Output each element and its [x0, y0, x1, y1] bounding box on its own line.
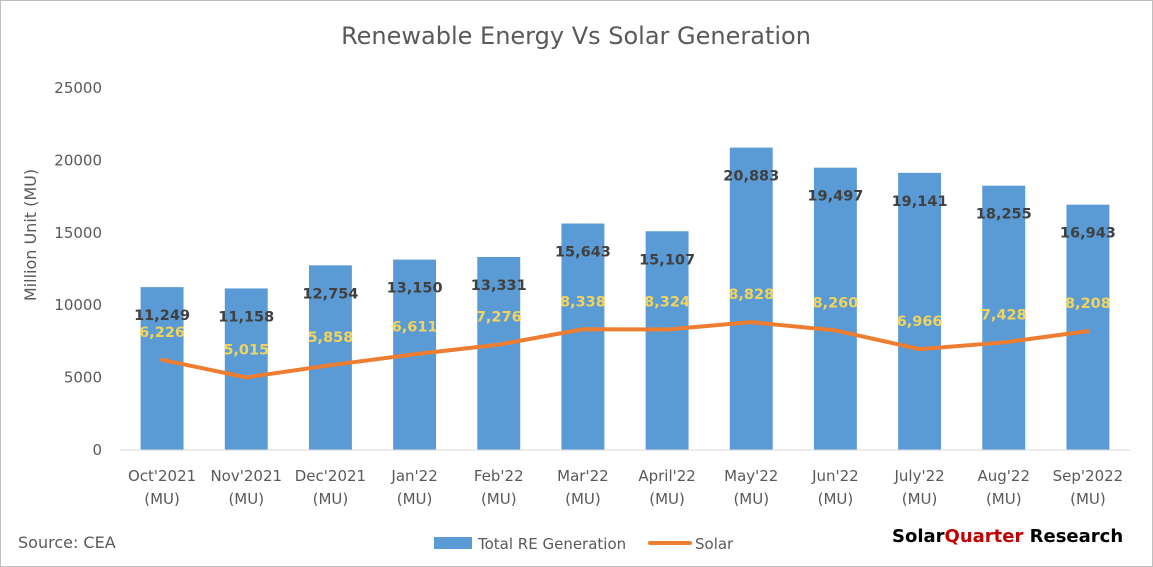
x-tick-label: Mar'22: [557, 467, 609, 485]
y-axis-label: Million Unit (MU): [21, 169, 40, 301]
solar-data-label: 7,276: [476, 310, 522, 326]
y-tick-label: 20000: [54, 151, 102, 169]
y-tick-label: 25000: [54, 79, 102, 97]
bar: [477, 256, 521, 450]
y-tick-label: 10000: [54, 296, 102, 314]
bar: [729, 147, 773, 450]
x-tick-label: Jun'22: [811, 467, 859, 485]
solar-data-label: 7,428: [981, 307, 1027, 323]
chart-title: Renewable Energy Vs Solar Generation: [341, 22, 811, 50]
x-tick-label: (MU): [733, 490, 769, 508]
y-tick-label: 15000: [54, 224, 102, 242]
solar-data-label: 6,226: [139, 325, 185, 341]
x-tick-label: (MU): [313, 490, 349, 508]
bar: [140, 287, 184, 450]
bar-data-label: 20,883: [723, 169, 779, 185]
bar: [982, 185, 1026, 450]
source-note: Source: CEA: [18, 533, 116, 552]
x-tick-label: Sep'2022: [1053, 467, 1124, 485]
x-tick-label: (MU): [481, 490, 517, 508]
solar-line: [160, 320, 1090, 380]
x-tick-label: (MU): [986, 490, 1022, 508]
solar-data-label: 8,260: [812, 295, 858, 311]
bar-data-label: 19,497: [807, 189, 863, 205]
bar-data-label: 15,643: [555, 244, 611, 260]
x-tick-label: (MU): [1070, 490, 1106, 508]
x-tick-label: July'22: [893, 467, 944, 485]
bar-data-label: 16,943: [1060, 226, 1116, 242]
solar-data-label: 8,324: [644, 294, 690, 310]
solar-data-label: 6,611: [392, 319, 438, 335]
bar: [813, 167, 857, 450]
bar: [308, 265, 352, 450]
brand-research: Research: [1023, 526, 1123, 547]
x-tick-label: Aug'22: [978, 467, 1031, 485]
bar: [561, 223, 605, 450]
x-tick-label: Dec'2021: [295, 467, 366, 485]
legend-label-re: Total RE Generation: [477, 535, 626, 553]
x-tick-label: (MU): [565, 490, 601, 508]
solar-data-label: 6,966: [897, 314, 943, 330]
bar-series: [140, 147, 1110, 450]
solar-data-label: 8,208: [1065, 296, 1111, 312]
bar: [645, 231, 689, 450]
x-tick-label: Feb'22: [474, 467, 524, 485]
x-tick-label: (MU): [144, 490, 180, 508]
y-tick-label: 0: [92, 441, 102, 459]
x-tick-label: Oct'2021: [128, 467, 196, 485]
x-tick-label: Jan'22: [390, 467, 437, 485]
bar: [1066, 204, 1110, 450]
bar-data-label: 13,150: [387, 281, 443, 297]
solar-line-series: [160, 320, 1090, 380]
bar-data-label: 15,107: [639, 252, 695, 268]
bar-data-label: 11,158: [218, 309, 274, 325]
x-tick-label: (MU): [397, 490, 433, 508]
solar-data-label: 8,338: [560, 294, 606, 310]
bar-data-label: 18,255: [976, 207, 1032, 223]
bar-data-label: 13,331: [471, 278, 527, 294]
brand-logo-text: SolarQuarter Research: [892, 526, 1123, 547]
legend: Total RE Generation Solar: [434, 535, 734, 553]
y-tick-label: 5000: [64, 369, 102, 387]
legend-swatch-re: [434, 537, 472, 549]
brand-quarter: Quarter: [945, 526, 1024, 547]
bar-data-labels: 11,249 11,158 12,754 13,150 13,331 15,643 15,1…: [134, 169, 1116, 326]
x-axis-ticks: Oct'2021 (MU) Nov'2021 (MU) Dec'2021 (MU) Jan'…: [128, 467, 1123, 508]
solar-data-label: 5,015: [223, 342, 269, 358]
bar: [898, 172, 942, 450]
solar-data-label: 5,858: [307, 330, 353, 346]
x-tick-label: Nov'2021: [210, 467, 282, 485]
x-tick-label: (MU): [902, 490, 938, 508]
x-tick-label: April'22: [638, 467, 696, 485]
bar: [224, 288, 268, 450]
solar-data-label: 8,828: [728, 287, 774, 303]
brand-solar: Solar: [892, 526, 945, 547]
x-tick-label: (MU): [228, 490, 264, 508]
bar-data-label: 11,249: [134, 308, 190, 324]
x-tick-label: (MU): [649, 490, 685, 508]
y-axis-ticks: 0 5000 10000 15000 20000 25000: [54, 79, 102, 459]
legend-label-solar: Solar: [695, 535, 734, 553]
x-tick-label: (MU): [818, 490, 854, 508]
x-tick-label: May'22: [724, 467, 778, 485]
solar-data-labels: 6,226 5,015 5,858 6,611 7,276 8,338 8,324 8,828…: [139, 287, 1111, 358]
bar-data-label: 12,754: [302, 286, 358, 302]
bar-data-label: 19,141: [892, 194, 948, 210]
